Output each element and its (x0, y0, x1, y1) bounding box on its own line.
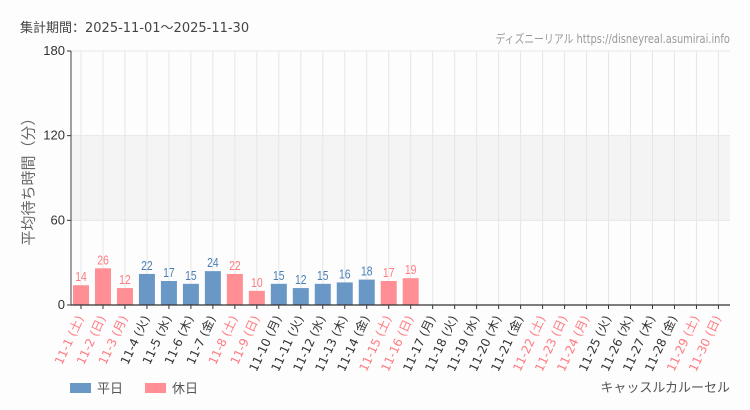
bar (292, 288, 309, 305)
bar (94, 268, 111, 305)
site-credit: ディズニーリアル https://disneyreal.asumirai.inf… (495, 32, 730, 46)
bar (358, 279, 375, 305)
bar-value-label: 26 (97, 253, 109, 267)
band-60-120 (71, 135, 730, 221)
bar-value-label: 24 (207, 256, 219, 270)
bar (182, 283, 199, 305)
legend-holiday: 休日 (145, 378, 198, 397)
y-tick-label: 0 (58, 297, 65, 312)
bar (336, 282, 353, 305)
legend-weekday-label: 平日 (97, 382, 124, 397)
bar-value-label: 14 (75, 270, 87, 284)
bar-value-label: 15 (317, 269, 329, 283)
bar-value-label: 16 (339, 267, 351, 281)
legend-weekday: 平日 (70, 378, 123, 397)
bar (116, 288, 133, 305)
legend-holiday-swatch (145, 382, 167, 393)
period-label: 集計期間：2025-11-01〜2025-11-30 (20, 21, 250, 36)
y-tick-label: 180 (43, 43, 65, 58)
bar (248, 290, 265, 305)
bar (160, 281, 177, 305)
bar (138, 273, 155, 305)
bar-value-label: 22 (141, 259, 153, 273)
attraction-name: キャッスルカルーセル (600, 381, 730, 396)
legend: 平日 休日 (70, 378, 220, 397)
bar (380, 281, 397, 305)
bar-value-label: 17 (163, 266, 175, 280)
bar (226, 273, 243, 305)
y-tick-label: 120 (43, 128, 65, 143)
bar (204, 271, 221, 305)
bar (73, 285, 89, 305)
bar-value-label: 12 (119, 273, 131, 287)
legend-holiday-label: 休日 (172, 382, 199, 397)
bar (314, 283, 331, 305)
bar-value-label: 15 (185, 269, 197, 283)
bar-value-label: 15 (273, 269, 285, 283)
bar-value-label: 19 (405, 263, 417, 277)
legend-weekday-swatch (70, 382, 91, 393)
bar (270, 283, 287, 305)
y-tick-label: 60 (51, 212, 65, 227)
bar-value-label: 22 (229, 259, 241, 273)
bar-value-label: 10 (251, 276, 263, 290)
bar-value-label: 18 (361, 265, 373, 279)
bar (402, 278, 419, 305)
bar-value-label: 12 (295, 273, 307, 287)
bar-value-label: 17 (383, 266, 395, 280)
